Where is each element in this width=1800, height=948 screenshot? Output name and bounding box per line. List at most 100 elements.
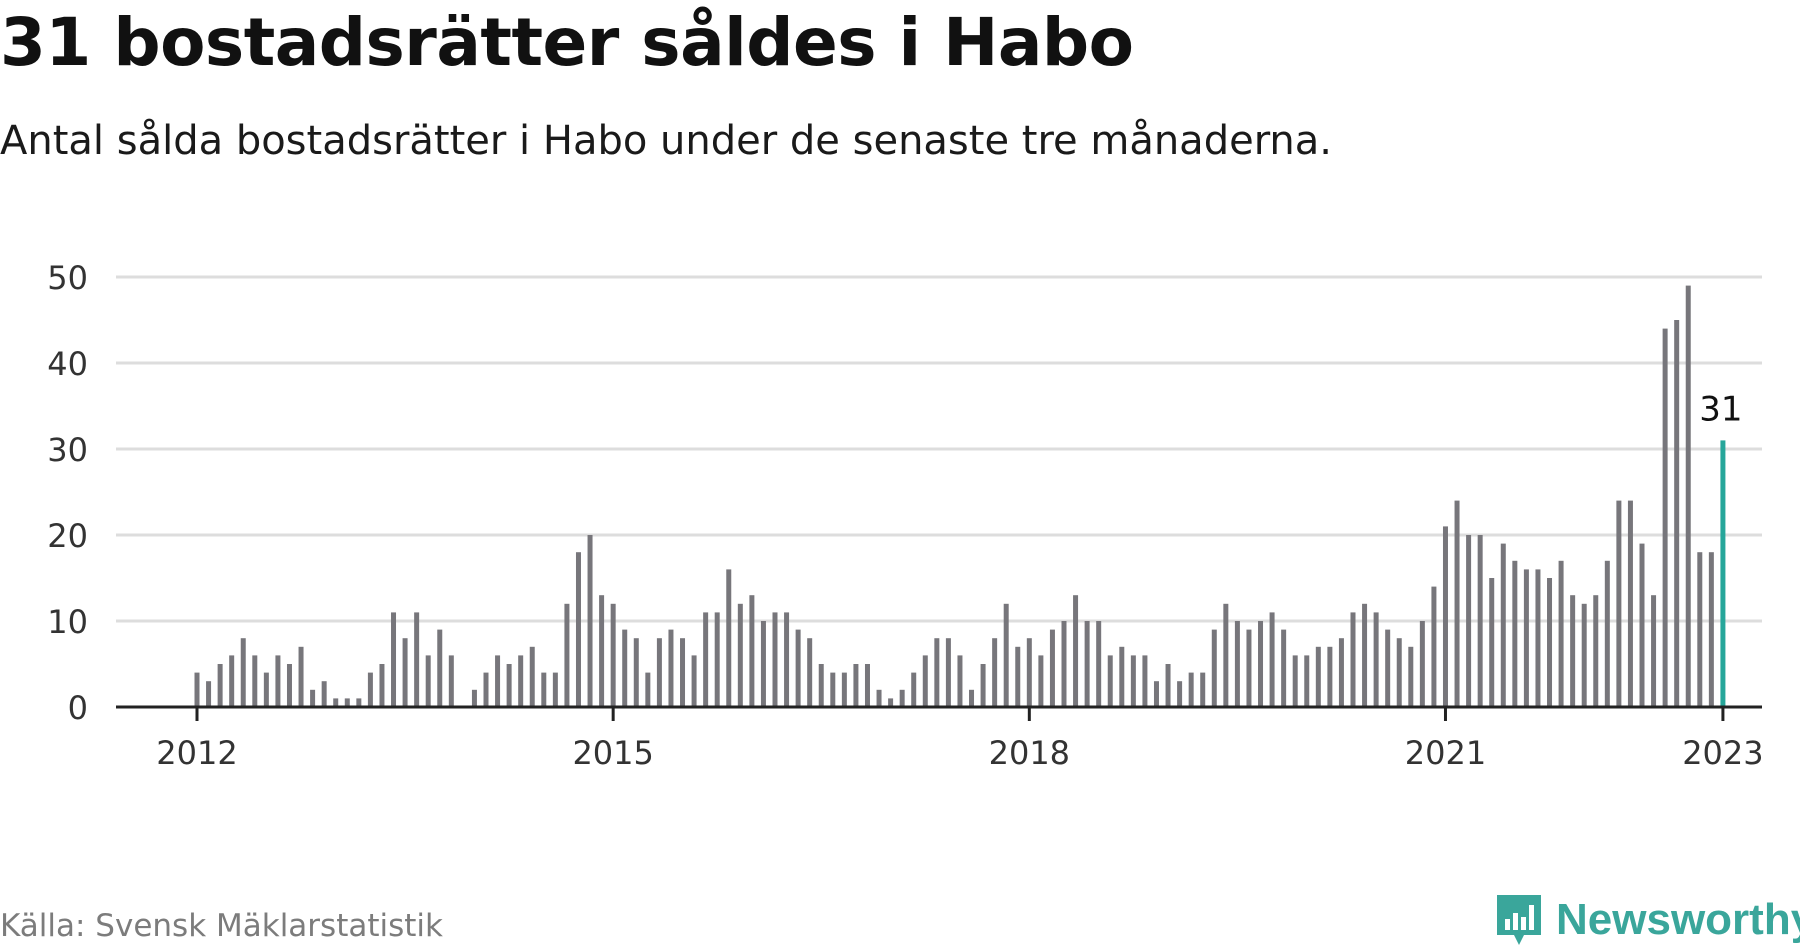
bar	[864, 664, 870, 707]
bar	[945, 638, 951, 707]
bar	[564, 603, 570, 707]
bar	[1246, 629, 1252, 707]
bar	[1165, 664, 1171, 707]
bar	[1107, 655, 1113, 707]
bar	[1362, 603, 1368, 707]
bar	[1500, 543, 1506, 707]
bar	[1477, 535, 1483, 707]
bar	[240, 638, 246, 707]
y-tick-label: 0	[68, 689, 88, 727]
bar	[344, 698, 350, 707]
bar	[1269, 612, 1275, 707]
bar	[737, 603, 743, 707]
bar	[252, 655, 258, 707]
bar	[194, 672, 200, 707]
bar	[1153, 681, 1159, 707]
bar	[229, 655, 235, 707]
bar	[1350, 612, 1356, 707]
bar	[899, 689, 905, 707]
bar	[876, 689, 882, 707]
bar	[575, 552, 581, 707]
chart-title: 31 bostadsrätter såldes i Habo	[0, 4, 1134, 81]
bar	[1188, 672, 1194, 707]
bar	[703, 612, 709, 707]
x-tick-label: 2012	[156, 734, 237, 772]
y-tick-label: 10	[47, 603, 88, 641]
bar	[1038, 655, 1044, 707]
bar	[1338, 638, 1344, 707]
bar	[911, 672, 917, 707]
bar	[1466, 535, 1472, 707]
bar	[1003, 603, 1009, 707]
bar	[367, 672, 373, 707]
bar	[448, 655, 454, 707]
labels: 0 10 20 30 40 50 2012 2015 2018 2021 2023 31	[47, 259, 1763, 772]
bar	[1558, 560, 1564, 707]
bar	[760, 621, 766, 707]
x-tick-label: 2015	[572, 734, 653, 772]
bar	[1419, 621, 1425, 707]
gridlines	[116, 275, 1762, 623]
bar	[1408, 646, 1414, 707]
bar	[1234, 621, 1240, 707]
bar	[1616, 500, 1622, 707]
bar	[1096, 621, 1102, 707]
bar	[263, 672, 269, 707]
bar	[391, 612, 397, 707]
bar	[506, 664, 512, 707]
bar	[1281, 629, 1287, 707]
bar	[1523, 569, 1529, 707]
bar	[934, 638, 940, 707]
y-tick-label: 20	[47, 517, 88, 555]
bar	[772, 612, 778, 707]
bar	[1593, 595, 1599, 707]
bar	[1084, 621, 1090, 707]
bar	[1431, 586, 1437, 707]
y-tick-label: 30	[47, 431, 88, 469]
bar	[1073, 595, 1079, 707]
bar	[807, 638, 813, 707]
x-tick-label: 2023	[1682, 734, 1763, 772]
y-tick-label: 50	[47, 259, 88, 297]
bar	[714, 612, 720, 707]
bar	[680, 638, 686, 707]
bar	[1049, 629, 1055, 707]
bar	[437, 629, 443, 707]
bar	[495, 655, 501, 707]
bar	[969, 689, 975, 707]
bar	[1547, 578, 1553, 707]
bar	[1535, 569, 1541, 707]
bar	[749, 595, 755, 707]
bar	[1604, 560, 1610, 707]
last-value-label: 31	[1699, 389, 1742, 429]
bar	[668, 629, 674, 707]
newsworthy-logo-text: Newsworthy	[1556, 895, 1800, 944]
bar	[1639, 543, 1645, 707]
bar	[784, 612, 790, 707]
bar	[552, 672, 558, 707]
bar	[425, 655, 431, 707]
bar	[1130, 655, 1136, 707]
bar	[1570, 595, 1576, 707]
bar	[1627, 500, 1633, 707]
bar-highlight	[1720, 440, 1726, 707]
chart-subtitle: Antal sålda bostadsrätter i Habo under d…	[0, 118, 1333, 164]
bar	[645, 672, 651, 707]
x-tick-label: 2021	[1405, 734, 1486, 772]
bar	[483, 672, 489, 707]
bar	[1061, 621, 1067, 707]
bar	[321, 681, 327, 707]
bar	[1662, 328, 1668, 707]
bar	[992, 638, 998, 707]
bars	[194, 285, 1726, 707]
bar	[830, 672, 836, 707]
bar	[1015, 646, 1021, 707]
bar	[1211, 629, 1217, 707]
x-tick-label: 2018	[989, 734, 1070, 772]
bar	[1442, 526, 1448, 707]
newsworthy-logo[interactable]: Newsworthy	[1494, 892, 1800, 948]
bar	[298, 646, 304, 707]
bar	[610, 603, 616, 707]
bar	[841, 672, 847, 707]
